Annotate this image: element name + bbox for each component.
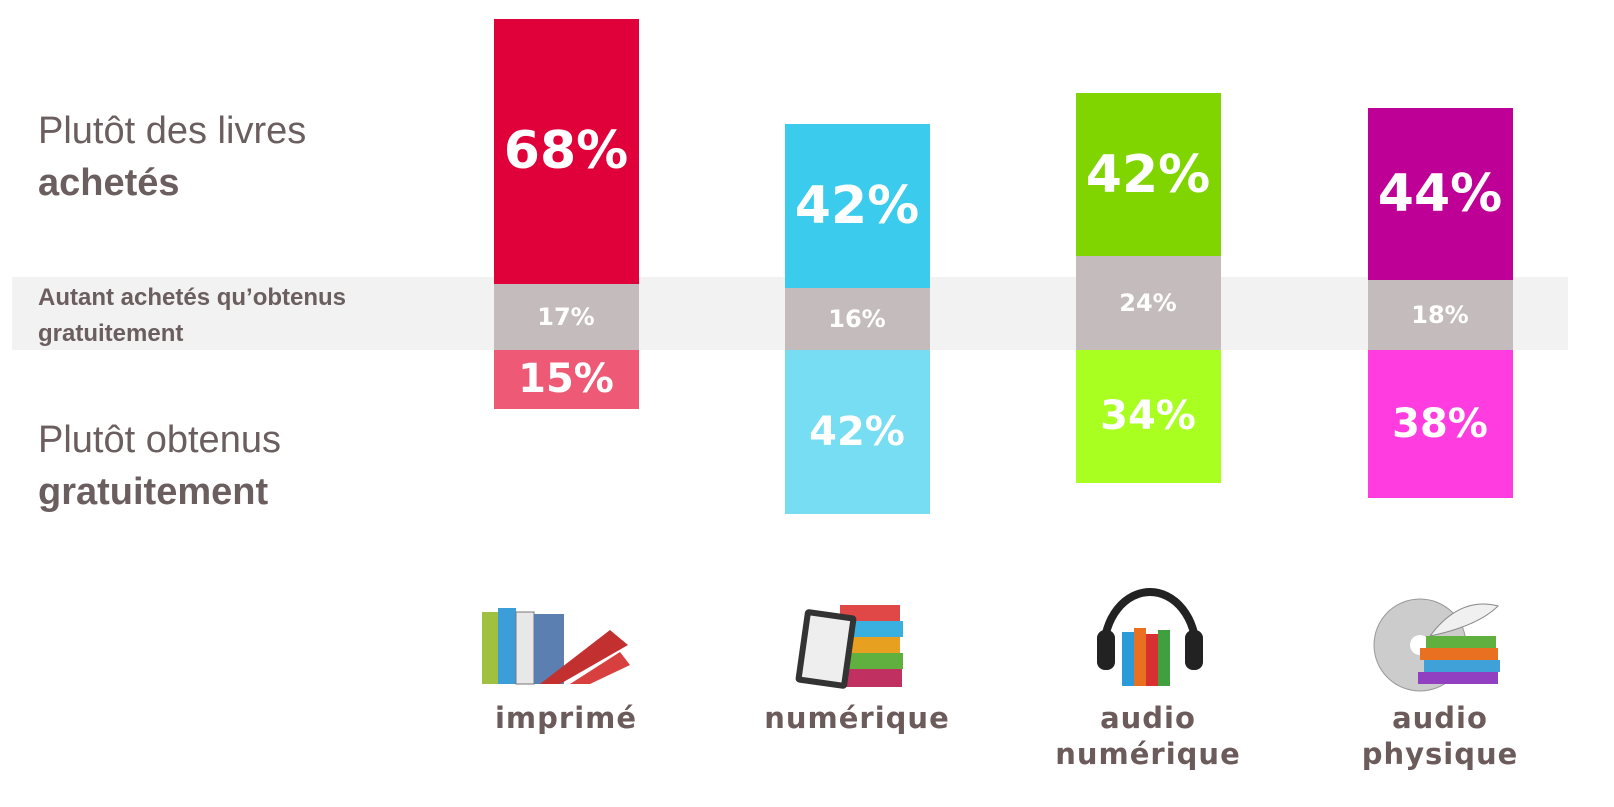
series-label: Plutôt obtenus gratuitement — [38, 414, 338, 518]
bar-segment — [493, 18, 639, 284]
value-label: 17% — [537, 302, 595, 331]
bar-segment — [1367, 279, 1513, 350]
bar-segment — [1075, 92, 1221, 257]
value-label: 44% — [1377, 164, 1503, 224]
bar-segment — [493, 283, 639, 350]
bar-segment — [1367, 108, 1513, 280]
bar-segment — [493, 350, 639, 409]
bar-segment — [784, 123, 930, 288]
value-label: 34% — [1100, 393, 1196, 440]
bar-segment — [784, 350, 930, 514]
icon-printed-books — [482, 608, 630, 685]
value-label: 42% — [1085, 144, 1211, 205]
bar-segment — [784, 287, 930, 350]
series-label-run: achetés — [38, 162, 180, 204]
series-label-run: gratuitement — [38, 471, 269, 513]
value-label: 24% — [1119, 289, 1177, 318]
category-label: audio numérique — [1055, 701, 1241, 771]
value-label: 42% — [794, 175, 920, 236]
value-label: 15% — [518, 356, 614, 403]
bar-segment — [1075, 256, 1221, 350]
category-label: imprimé — [494, 701, 638, 735]
bar-segment — [1367, 350, 1513, 499]
category-label: audio physique — [1361, 701, 1519, 771]
icon-audio-digital — [1097, 588, 1203, 686]
bar-segment — [1075, 350, 1221, 483]
series-label: Plutôt des livres achetés — [38, 105, 418, 209]
value-label: 16% — [828, 304, 886, 333]
category-label: numérique — [764, 701, 950, 735]
series-label-run: Plutôt obtenus — [38, 419, 281, 461]
value-label: 18% — [1411, 300, 1469, 329]
series-label-run: Autant achetés qu’obtenus gratuitement — [38, 284, 347, 347]
value-label: 38% — [1392, 401, 1488, 448]
value-label: 42% — [809, 408, 905, 455]
series-label-run: Plutôt des livres — [38, 110, 307, 152]
series-label: Autant achetés qu’obtenus gratuitement — [38, 280, 398, 352]
icon-ebook — [795, 605, 903, 689]
value-label: 68% — [503, 121, 629, 182]
icon-audio-physical — [1373, 598, 1500, 692]
